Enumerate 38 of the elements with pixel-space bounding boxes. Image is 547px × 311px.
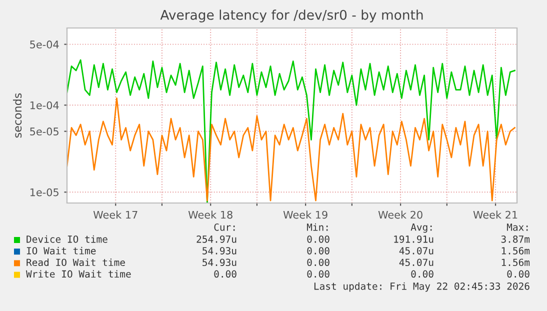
text: Avg:	[410, 224, 432, 233]
text: 1.56m	[502, 247, 530, 254]
text: 0.00	[214, 270, 236, 278]
y-tick-label: 1e-05	[30, 188, 58, 196]
text: Last update: Fri May 22 02:45:33 2026	[314, 282, 530, 292]
y-tick-label: 5e-05	[30, 128, 58, 136]
text: Min:	[306, 223, 328, 231]
text: 3.87m	[501, 235, 530, 243]
text: 0.00	[307, 247, 330, 254]
text: 191.91u	[394, 235, 434, 243]
text: Max:	[506, 224, 528, 231]
line-series	[67, 98, 516, 202]
line-series	[67, 59, 516, 203]
text: 45.07u	[399, 258, 434, 266]
y-axis-title: seconds	[13, 93, 22, 138]
y-tick-label: 1e-04	[30, 101, 59, 110]
legend-label: Read IO Wait time	[26, 258, 125, 266]
text: 54.93u	[202, 247, 236, 254]
text: Cur:	[214, 223, 235, 231]
legend-label: Device IO time	[26, 235, 108, 243]
text: 0.00	[307, 258, 330, 266]
text: 0.00	[307, 235, 330, 243]
text: 0.00	[411, 270, 434, 278]
text: 54.93u	[202, 258, 236, 266]
x-tick-label: Week 18	[188, 210, 232, 219]
x-tick-label: Week 19	[283, 210, 328, 219]
legend-label: Write IO Wait time	[26, 270, 131, 278]
text: 0.00	[307, 270, 330, 278]
chart-title: Average latency for /dev/sr0 - by month	[160, 10, 423, 22]
y-tick-label: 5e-04	[30, 40, 59, 48]
x-tick-label: Week 17	[93, 210, 138, 219]
text: 254.97u	[196, 235, 236, 243]
text: 0.00	[507, 270, 530, 278]
x-tick-label: Week 21	[473, 210, 518, 219]
legend-label: IO Wait time	[26, 246, 96, 254]
text: 1.56m	[502, 258, 530, 266]
text: 45.07u	[399, 247, 434, 254]
x-tick-label: Week 20	[378, 210, 422, 219]
